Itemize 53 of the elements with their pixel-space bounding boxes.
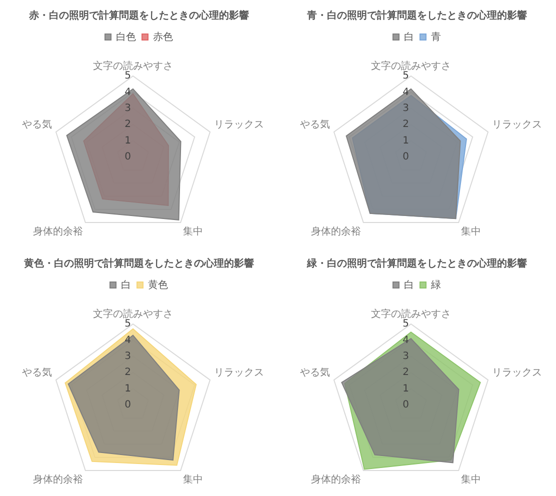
- chart-title: 緑・白の照明で計算問題をしたときの心理的影響: [306, 258, 527, 270]
- spoke-label: リラックス: [214, 119, 264, 130]
- y-tick-label: 0: [124, 152, 131, 163]
- spoke-label: 集中: [182, 474, 203, 486]
- y-tick-label: 1: [124, 383, 131, 394]
- y-tick-label: 4: [124, 334, 131, 346]
- spoke-label: 文字の読みやすさ: [93, 60, 173, 72]
- y-tick-label: 0: [124, 400, 131, 411]
- y-tick-label: 3: [402, 102, 409, 114]
- spoke-label: リラックス: [492, 367, 542, 378]
- legend-label: 白: [121, 278, 131, 291]
- spoke-label: 文字の読みやすさ: [371, 308, 451, 320]
- y-tick-label: 3: [402, 350, 409, 362]
- y-tick-label: 5: [124, 70, 131, 82]
- spoke-label: リラックス: [492, 119, 542, 130]
- legend-label: 黄色: [148, 278, 168, 291]
- spoke-label: やる気: [22, 119, 52, 130]
- spoke-label: 身体的余裕: [311, 226, 362, 238]
- y-tick-label: 1: [124, 135, 131, 146]
- chart-title: 青・白の照明で計算問題をしたときの心理的影響: [306, 10, 527, 22]
- chart-title: 黄色・白の照明で計算問題をしたときの心理的影響: [23, 258, 254, 270]
- spoke-label: やる気: [300, 367, 330, 378]
- spoke-label: 文字の読みやすさ: [93, 308, 173, 320]
- legend-label: 赤色: [153, 30, 173, 43]
- spoke-label: 文字の読みやすさ: [371, 60, 451, 72]
- y-tick-label: 2: [124, 119, 131, 130]
- legend-label: 白色: [116, 30, 136, 43]
- spoke-label: 集中: [182, 226, 203, 238]
- y-tick-label: 2: [124, 367, 131, 378]
- spoke-label: 集中: [460, 474, 481, 486]
- legend-label: 白: [404, 30, 414, 43]
- spoke-label: 集中: [460, 226, 481, 238]
- y-tick-label: 1: [402, 383, 409, 394]
- legend-label: 青: [431, 30, 441, 43]
- spoke-label: 身体的余裕: [33, 226, 84, 238]
- chart-title: 赤・白の照明で計算問題をしたときの心理的影響: [28, 10, 249, 22]
- y-tick-label: 0: [402, 152, 409, 163]
- y-tick-label: 3: [124, 102, 131, 114]
- legend-label: 緑: [430, 280, 441, 291]
- y-tick-label: 0: [402, 400, 409, 411]
- y-tick-label: 3: [124, 350, 131, 362]
- y-tick-label: 5: [402, 318, 409, 330]
- y-tick-label: 1: [402, 135, 409, 146]
- spoke-label: 身体的余裕: [33, 474, 84, 486]
- spoke-label: やる気: [300, 119, 330, 130]
- legend-label: 白: [404, 278, 414, 291]
- y-tick-label: 2: [402, 119, 409, 130]
- y-tick-label: 5: [124, 318, 131, 330]
- spoke-label: 身体的余裕: [311, 474, 362, 486]
- y-tick-label: 5: [402, 70, 409, 82]
- spoke-label: リラックス: [214, 367, 264, 378]
- y-tick-label: 2: [402, 367, 409, 378]
- spoke-label: やる気: [22, 367, 52, 378]
